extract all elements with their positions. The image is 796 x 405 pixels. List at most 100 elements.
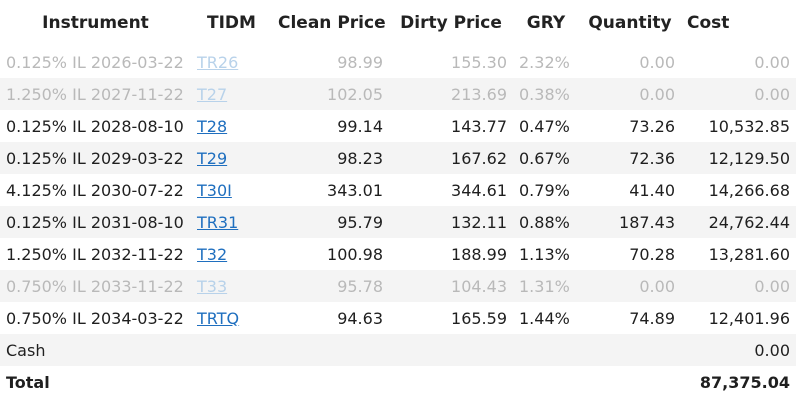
clean-price-cell: 100.98 <box>327 244 383 264</box>
dirty-price-cell: 167.62 <box>389 142 513 174</box>
tidm-cell: T30I <box>191 174 272 206</box>
quantity-cell: 0.00 <box>639 52 675 72</box>
dirty-price-cell: 165.59 <box>451 308 507 328</box>
tidm-cell: T32 <box>191 238 272 270</box>
total-row: Total 87,375.04 <box>0 366 796 398</box>
header-dirty-price: Dirty Price <box>400 13 502 33</box>
instrument-cell: 0.750% IL 2033-11-22 <box>0 270 191 302</box>
table-row: 0.125% IL 2028-08-10 T28 99.14 143.77 0.47% 7… <box>0 110 796 142</box>
header-tidm: TIDM <box>207 13 256 33</box>
gry-cell: 0.38% <box>513 78 579 110</box>
cost-cell: 12,129.50 <box>681 142 796 174</box>
gry-cell: 0.79% <box>519 180 570 200</box>
table-row: 0.750% IL 2033-11-22 T33 95.78 104.43 1.31% 0… <box>0 270 796 302</box>
clean-price-cell: 99.14 <box>337 116 383 136</box>
quantity-cell: 70.28 <box>629 244 675 264</box>
cash-empty-cell <box>389 334 513 366</box>
instrument-cell: 1.250% IL 2027-11-22 <box>0 78 191 110</box>
tidm-cell: T27 <box>191 78 272 110</box>
gry-cell: 1.44% <box>519 308 570 328</box>
table-row: 1.250% IL 2027-11-22 T27 102.05 213.69 0.38%… <box>0 78 796 110</box>
tidm-cell: T28 <box>191 110 272 142</box>
table-row: 0.750% IL 2034-03-22 TRTQ 94.63 165.59 1.44%… <box>0 302 796 334</box>
clean-price-cell: 98.99 <box>337 52 383 72</box>
dirty-price-cell: 155.30 <box>451 52 507 72</box>
header-instrument: Instrument <box>42 13 149 33</box>
instrument-cell: 4.125% IL 2030-07-22 <box>6 180 184 200</box>
table-row: 0.125% IL 2026-03-22 TR26 98.99 155.30 2.32%… <box>0 46 796 78</box>
cost-cell: 0.00 <box>681 270 796 302</box>
gry-cell: 0.47% <box>519 116 570 136</box>
instrument-cell: 0.125% IL 2026-03-22 <box>6 52 184 72</box>
quantity-cell: 187.43 <box>579 206 681 238</box>
gry-cell: 2.32% <box>519 52 570 72</box>
table-row: 0.125% IL 2031-08-10 TR31 95.79 132.11 0.88%… <box>0 206 796 238</box>
tidm-cell: T33 <box>191 270 272 302</box>
tidm-link[interactable]: T28 <box>197 116 228 136</box>
quantity-cell: 0.00 <box>579 270 681 302</box>
dirty-price-cell: 344.61 <box>451 180 507 200</box>
tidm-link[interactable]: TR31 <box>197 212 239 232</box>
cash-empty-cell <box>579 334 681 366</box>
tidm-cell: T29 <box>191 142 272 174</box>
clean-price-cell: 102.05 <box>272 78 389 110</box>
total-empty-cell <box>579 366 681 398</box>
tidm-cell: TR31 <box>191 206 272 238</box>
cost-cell: 12,401.96 <box>708 308 790 328</box>
clean-price-cell: 343.01 <box>327 180 383 200</box>
cash-row: Cash 0.00 <box>0 334 796 366</box>
dirty-price-cell: 188.99 <box>451 244 507 264</box>
tidm-link[interactable]: T29 <box>197 148 228 168</box>
clean-price-cell: 98.23 <box>272 142 389 174</box>
dirty-price-cell: 213.69 <box>389 78 513 110</box>
tidm-link[interactable]: T32 <box>197 244 228 264</box>
total-label: Total <box>0 366 191 398</box>
gry-cell: 1.31% <box>513 270 579 302</box>
total-cost: 87,375.04 <box>681 366 796 398</box>
cash-cost: 0.00 <box>681 334 796 366</box>
tidm-link[interactable]: TR26 <box>197 52 239 72</box>
tidm-link[interactable]: TRTQ <box>197 308 240 328</box>
cost-cell: 24,762.44 <box>681 206 796 238</box>
instrument-cell: 0.750% IL 2034-03-22 <box>6 308 184 328</box>
total-empty-cell <box>389 366 513 398</box>
tidm-link[interactable]: T30I <box>197 180 232 200</box>
quantity-cell: 72.36 <box>579 142 681 174</box>
tidm-link[interactable]: T27 <box>197 84 228 104</box>
total-empty-cell <box>272 366 389 398</box>
header-gry: GRY <box>526 13 566 33</box>
tidm-cell: TR26 <box>191 46 272 78</box>
clean-price-cell: 94.63 <box>337 308 383 328</box>
header-cost: Cost <box>687 13 730 33</box>
gry-cell: 0.67% <box>513 142 579 174</box>
instrument-cell: 0.125% IL 2031-08-10 <box>0 206 191 238</box>
tidm-cell: TRTQ <box>191 302 272 334</box>
tidm-link[interactable]: T33 <box>197 276 228 296</box>
header-quantity: Quantity <box>588 13 672 33</box>
quantity-cell: 41.40 <box>629 180 675 200</box>
cost-cell: 0.00 <box>754 52 790 72</box>
gry-cell: 1.13% <box>519 244 570 264</box>
table-row: 0.125% IL 2029-03-22 T29 98.23 167.62 0.67% 7… <box>0 142 796 174</box>
clean-price-cell: 95.79 <box>272 206 389 238</box>
instrument-cell: 0.125% IL 2029-03-22 <box>0 142 191 174</box>
cash-empty-cell <box>272 334 389 366</box>
cash-empty-cell <box>513 334 579 366</box>
dirty-price-cell: 132.11 <box>389 206 513 238</box>
table-header-row: Instrument TIDM Clean Price Dirty Price … <box>0 0 796 46</box>
cost-cell: 0.00 <box>681 78 796 110</box>
quantity-cell: 74.89 <box>629 308 675 328</box>
gry-cell: 0.88% <box>513 206 579 238</box>
instrument-cell: 1.250% IL 2032-11-22 <box>6 244 184 264</box>
header-clean-price: Clean Price <box>278 13 386 33</box>
table-row: 1.250% IL 2032-11-22 T32 100.98 188.99 1.13%… <box>0 238 796 270</box>
cost-cell: 10,532.85 <box>708 116 790 136</box>
total-empty-cell <box>191 366 272 398</box>
total-empty-cell <box>513 366 579 398</box>
dirty-price-cell: 143.77 <box>451 116 507 136</box>
clean-price-cell: 95.78 <box>272 270 389 302</box>
instrument-cell: 0.125% IL 2028-08-10 <box>6 116 184 136</box>
quantity-cell: 0.00 <box>579 78 681 110</box>
cost-cell: 14,266.68 <box>708 180 790 200</box>
